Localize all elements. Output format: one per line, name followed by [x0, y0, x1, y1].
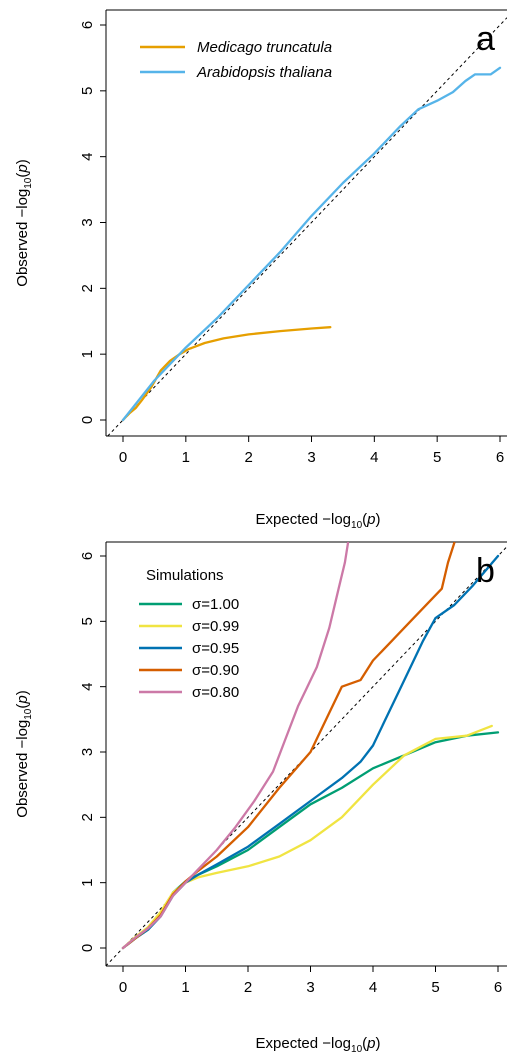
panel-b-chart: 0 1 2 3 4 5 6 0 1 2 3 4 5 6 Expected −log10(p) Obser… [14, 541, 507, 1055]
panel-b-y-tick-label: 2 [79, 813, 96, 821]
panel-a-y-axis: 0 1 2 3 4 5 6 [79, 21, 106, 424]
panel-b-y-tick-label: 1 [79, 878, 96, 886]
panel-b-x-axis: 0 1 2 3 4 5 6 [119, 966, 502, 996]
panel-b-x-tick-label: 3 [306, 979, 314, 996]
panel-a-x-tick-label: 6 [496, 449, 504, 466]
panel-a-y-tick-label: 2 [79, 284, 96, 292]
panel-a-y-tick-label: 3 [79, 218, 96, 226]
panel-b-y-tick-label: 0 [79, 944, 96, 952]
panel-b-y-tick-label: 4 [79, 682, 96, 690]
panel-b-series-line-2 [121, 724, 493, 950]
panel-a-x-tick-label: 3 [307, 449, 315, 466]
panel-a-y-axis-title: Observed −log10(p) [14, 159, 34, 286]
panel-b-series-group [121, 542, 500, 950]
panel-a-y-tick-label: 5 [79, 87, 96, 95]
panel-b-legend-label-4: σ=0.90 [192, 662, 239, 679]
panel-b-letter: b [476, 552, 495, 590]
panel-a-series-line-1 [121, 326, 332, 422]
panel-b-x-tick-label: 0 [119, 979, 127, 996]
panel-b-x-axis-title: Expected −log10(p) [256, 1035, 381, 1055]
panel-b-x-tick-label: 4 [369, 979, 377, 996]
panel-b-legend: Simulations σ=1.00 σ=0.99 σ=0.95 σ=0.90 … [139, 567, 239, 701]
panel-a-x-tick-label: 1 [182, 449, 190, 466]
panel-b-y-tick-label: 5 [79, 617, 96, 625]
panel-a-legend-label-medicago: Medicago truncatula [197, 39, 332, 56]
panel-a-legend: Medicago truncatula Arabidopsis thaliana [140, 39, 332, 81]
panel-a-y-tick-label: 6 [79, 21, 96, 29]
panel-a-series-line-2 [121, 66, 502, 422]
panel-b-legend-label-3: σ=0.95 [192, 640, 239, 657]
panel-a-letter: a [476, 20, 495, 58]
panel-a-y-tick-label: 1 [79, 350, 96, 358]
panel-a-y-tick-label: 4 [79, 152, 96, 160]
panel-a-series-group [121, 66, 502, 422]
panel-a-x-tick-label: 0 [119, 449, 127, 466]
panel-b-y-axis-title: Observed −log10(p) [14, 690, 34, 817]
panel-a-x-tick-label: 5 [433, 449, 441, 466]
panel-b-legend-label-2: σ=0.99 [192, 618, 239, 635]
panel-b-plot-area [105, 541, 507, 967]
panel-a-reference-line [107, 17, 507, 437]
panel-b-x-tick-label: 2 [244, 979, 252, 996]
panel-b-legend-label-1: σ=1.00 [192, 596, 239, 613]
panel-b-x-tick-label: 1 [181, 979, 189, 996]
panel-b-legend-label-5: σ=0.80 [192, 684, 239, 701]
panel-b-x-tick-label: 6 [494, 979, 502, 996]
panel-a-x-axis: 0 1 2 3 4 5 6 [119, 436, 504, 466]
panel-a-y-tick-label: 0 [79, 416, 96, 424]
panel-b-series-line-5 [121, 542, 350, 950]
panel-b-legend-title: Simulations [146, 567, 224, 584]
panel-a-x-tick-label: 4 [370, 449, 378, 466]
panel-b-y-tick-label: 3 [79, 748, 96, 756]
panel-b-y-tick-label: 6 [79, 552, 96, 560]
panel-a-x-tick-label: 2 [244, 449, 252, 466]
panel-a-chart: 0 1 2 3 4 5 6 0 1 2 3 4 5 6 Expected −log10(p) Obser… [14, 9, 507, 531]
panel-a-x-axis-title: Expected −log10(p) [256, 511, 381, 531]
panel-b-x-tick-label: 5 [431, 979, 439, 996]
panel-a-legend-label-arabidopsis: Arabidopsis thaliana [196, 64, 332, 81]
panel-b-y-axis: 0 1 2 3 4 5 6 [79, 552, 106, 952]
